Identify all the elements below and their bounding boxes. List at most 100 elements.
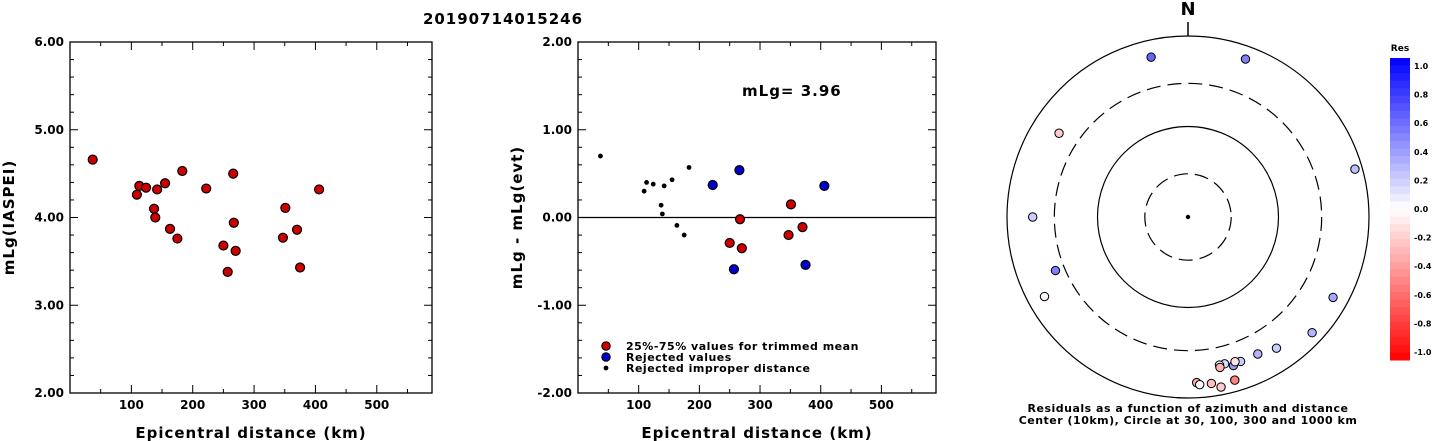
legend-marker-trimmed bbox=[601, 341, 611, 351]
colorbar-segment bbox=[1390, 73, 1410, 82]
polar-caption-line1: Residuals as a function of azimuth and d… bbox=[1028, 402, 1349, 415]
station-residual-point bbox=[1350, 164, 1360, 174]
colorbar-label: -1.0 bbox=[1414, 348, 1432, 357]
polar-caption-line2: Center (10km), Circle at 30, 100, 300 an… bbox=[1019, 414, 1358, 427]
magnitude-plot: 100 200 300 400 500 2.00 3.00 4.00 5.00 6.00 Epice… bbox=[0, 35, 433, 441]
colorbar-segment bbox=[1390, 344, 1410, 353]
y-tick-label: 2.00 bbox=[34, 386, 64, 400]
y-tick-label: 0.00 bbox=[542, 211, 572, 225]
station-residual-point bbox=[1271, 343, 1282, 353]
distance-ring-100km bbox=[1096, 125, 1280, 309]
trimmed-point bbox=[150, 212, 161, 223]
trimmed-point bbox=[314, 184, 325, 195]
trimmed-point bbox=[294, 262, 306, 273]
colorbar-segment bbox=[1390, 352, 1410, 361]
trimmed-point bbox=[228, 168, 239, 179]
improper-distance-point bbox=[658, 202, 664, 208]
colorbar-segment bbox=[1390, 307, 1410, 316]
figure-title: 20190714015246 bbox=[423, 10, 583, 28]
x-tick-label: 500 bbox=[869, 398, 894, 412]
improper-distance-point bbox=[598, 153, 603, 159]
rejected-point bbox=[707, 179, 718, 191]
trimmed-point bbox=[228, 217, 239, 228]
trimmed-point bbox=[797, 222, 808, 233]
trimmed-point bbox=[172, 233, 183, 244]
colorbar-segment bbox=[1390, 231, 1410, 240]
trimmed-point bbox=[152, 184, 163, 195]
station-residual-point bbox=[1307, 328, 1317, 338]
station-residual-point bbox=[1230, 375, 1240, 385]
y-tick-label: 5.00 bbox=[34, 123, 64, 137]
colorbar-segment bbox=[1390, 156, 1410, 165]
distance-ring-300km bbox=[1053, 82, 1323, 352]
y-axis-label: mLg - mLg(evt) bbox=[508, 146, 526, 289]
trimmed-point bbox=[222, 266, 233, 278]
colorbar-segment bbox=[1390, 163, 1410, 172]
rejected-point bbox=[728, 264, 740, 275]
trimmed-point bbox=[148, 203, 160, 214]
x-tick-label: 300 bbox=[242, 398, 267, 412]
colorbar-label: 0.2 bbox=[1414, 176, 1428, 185]
station-residual-point bbox=[1206, 378, 1217, 389]
trimmed-point bbox=[201, 183, 212, 194]
colorbar-segment bbox=[1390, 314, 1410, 323]
colorbar-segment bbox=[1390, 193, 1410, 202]
colorbar-segment bbox=[1390, 171, 1410, 180]
legend-label: Rejected values bbox=[626, 351, 732, 364]
trimmed-point bbox=[785, 199, 797, 210]
center-point bbox=[1185, 214, 1191, 220]
colorbar-segment bbox=[1390, 58, 1410, 67]
improper-distance-point bbox=[650, 181, 656, 187]
mlg-annotation: mLg= 3.96 bbox=[742, 82, 842, 100]
rejected-point bbox=[819, 180, 830, 192]
colorbar-segment bbox=[1390, 95, 1410, 104]
x-axis-label: Epicentral distance (km) bbox=[641, 424, 872, 441]
colorbar-label: 0.4 bbox=[1414, 148, 1429, 157]
colorbar-segment bbox=[1390, 141, 1410, 150]
azimuth-plot: N Residuals as a function of azimuth and … bbox=[1006, 0, 1432, 427]
trimmed-point bbox=[736, 243, 747, 254]
colorbar-segment bbox=[1390, 118, 1410, 127]
x-tick-label: 500 bbox=[364, 398, 389, 412]
x-tick-label: 100 bbox=[119, 398, 144, 412]
trimmed-point bbox=[140, 182, 152, 193]
colorbar-label: 0.6 bbox=[1414, 119, 1429, 128]
improper-distance-point bbox=[644, 180, 649, 185]
plot-frame bbox=[69, 41, 433, 394]
colorbar-segment bbox=[1390, 329, 1410, 338]
colorbar-segment bbox=[1390, 269, 1410, 278]
trimmed-point bbox=[131, 189, 142, 200]
station-residual-point bbox=[1230, 357, 1240, 367]
station-residual-point bbox=[1216, 382, 1226, 392]
x-tick-label: 300 bbox=[748, 398, 773, 412]
colorbar-segment bbox=[1390, 133, 1410, 142]
colorbar-segment bbox=[1390, 276, 1410, 285]
legend-marker-rejected bbox=[601, 352, 611, 362]
y-tick-label: 3.00 bbox=[34, 298, 64, 312]
improper-distance-point bbox=[659, 211, 665, 217]
trimmed-point bbox=[87, 154, 98, 165]
distance-ring-30km bbox=[1144, 173, 1232, 261]
colorbar-segment bbox=[1390, 201, 1410, 210]
trimmed-point bbox=[291, 224, 303, 235]
colorbar-segment bbox=[1390, 178, 1410, 187]
trimmed-point bbox=[160, 178, 171, 189]
trimmed-point bbox=[783, 229, 794, 241]
colorbar-segment bbox=[1390, 65, 1410, 74]
x-axis-label: Epicentral distance (km) bbox=[135, 424, 366, 441]
colorbar-segment bbox=[1390, 224, 1410, 233]
trimmed-point bbox=[280, 202, 291, 213]
colorbar-title: Res bbox=[1391, 44, 1409, 54]
trimmed-point bbox=[724, 237, 735, 249]
y-tick-label: -1.00 bbox=[537, 298, 572, 312]
station-residual-point bbox=[1146, 52, 1156, 62]
improper-distance-point bbox=[661, 183, 667, 189]
rejected-point bbox=[734, 165, 745, 176]
legend-label: 25%-75% values for trimmed mean bbox=[626, 340, 859, 353]
improper-distance-point bbox=[686, 165, 692, 170]
colorbar-segment bbox=[1390, 292, 1410, 301]
colorbar-segment bbox=[1390, 80, 1410, 89]
colorbar-segment bbox=[1390, 209, 1410, 218]
y-axis-label: mLg(IASPEI) bbox=[0, 160, 18, 275]
